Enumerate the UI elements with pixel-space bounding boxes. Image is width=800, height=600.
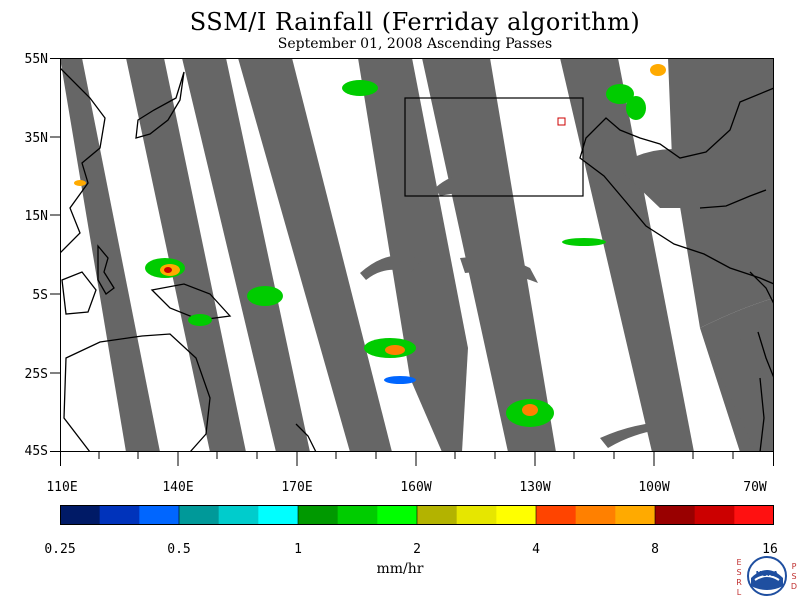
colorbar-units: mm/hr bbox=[376, 561, 424, 577]
rain-cell-11 bbox=[342, 80, 378, 96]
colorbar-swatch-11 bbox=[496, 505, 537, 525]
colorbar bbox=[60, 505, 774, 525]
y-axis-ticks bbox=[50, 58, 60, 452]
swath-gap-2 bbox=[126, 58, 246, 452]
lon-label-160w: 160W bbox=[400, 480, 432, 495]
marker-square bbox=[557, 117, 566, 126]
rain-cell-15 bbox=[74, 180, 86, 186]
swath-gap-12 bbox=[600, 421, 682, 448]
swath-gap-10 bbox=[460, 256, 538, 283]
swath-gap-11 bbox=[560, 58, 694, 452]
swath-gap-14 bbox=[616, 149, 710, 208]
swath-gap-1 bbox=[60, 58, 160, 452]
noaa-logo: NOAA bbox=[747, 556, 787, 596]
colorbar-swatch-10 bbox=[456, 505, 497, 525]
rain-cell-7 bbox=[385, 345, 405, 355]
swath-gap-6 bbox=[360, 255, 422, 280]
colorbar-label-6: 16 bbox=[762, 542, 778, 557]
swath-gap-9 bbox=[435, 173, 492, 198]
rainfall-map bbox=[60, 58, 774, 452]
colorbar-swatch-17 bbox=[734, 505, 774, 525]
lat-label-5s: 5S bbox=[32, 288, 48, 303]
lat-label-45s: 45S bbox=[24, 444, 48, 459]
coast-chile bbox=[759, 377, 765, 452]
rain-cell-3 bbox=[164, 267, 172, 273]
rain-cell-4 bbox=[188, 314, 212, 326]
coast-australia bbox=[63, 333, 211, 452]
map-title: SSM/I Rainfall (Ferriday algorithm) bbox=[189, 8, 641, 36]
lon-label-170e: 170E bbox=[281, 480, 313, 495]
colorbar-label-4: 4 bbox=[532, 542, 540, 557]
colorbar-swatch-8 bbox=[377, 505, 418, 525]
colorbar-label-3: 2 bbox=[413, 542, 421, 557]
colorbar-swatch-9 bbox=[417, 505, 458, 525]
lat-label-25s: 25S bbox=[24, 367, 48, 382]
rain-cell-14 bbox=[650, 64, 666, 76]
colorbar-swatch-4 bbox=[218, 505, 259, 525]
colorbar-swatch-12 bbox=[536, 505, 577, 525]
swath-gap-5 bbox=[358, 58, 468, 452]
lat-label-35n: 35N bbox=[24, 131, 48, 146]
colorbar-swatch-16 bbox=[694, 505, 735, 525]
lon-label-110e: 110E bbox=[46, 480, 78, 495]
lon-label-130w: 130W bbox=[519, 480, 551, 495]
colorbar-swatch-3 bbox=[179, 505, 220, 525]
analysis-region-box bbox=[404, 97, 584, 197]
colorbar-swatch-5 bbox=[258, 505, 299, 525]
coast-south-america bbox=[749, 271, 774, 305]
rain-cell-9 bbox=[522, 404, 538, 416]
coastlines bbox=[60, 67, 774, 452]
swath-gap-13 bbox=[668, 58, 774, 328]
lat-label-55n: 55N bbox=[24, 52, 48, 67]
coast-asia bbox=[60, 67, 106, 254]
colorbar-swatch-2 bbox=[139, 505, 180, 525]
coast-newguinea bbox=[150, 283, 232, 321]
colorbar-swatch-15 bbox=[655, 505, 696, 525]
lat-label-15n: 15N bbox=[24, 209, 48, 224]
colorbar-swatch-7 bbox=[337, 505, 378, 525]
colorbar-swatch-14 bbox=[615, 505, 656, 525]
colorbar-swatch-6 bbox=[298, 505, 339, 525]
lon-label-100w: 100W bbox=[638, 480, 670, 495]
rain-cell-5 bbox=[247, 286, 283, 306]
swath-gaps bbox=[60, 58, 774, 452]
lon-label-140e: 140E bbox=[162, 480, 194, 495]
noaa-emblem-text: NOAA bbox=[756, 570, 779, 578]
colorbar-swatch-1 bbox=[99, 505, 140, 525]
rain-cell-13 bbox=[626, 96, 646, 120]
lon-label-70w: 70W bbox=[743, 480, 767, 495]
swath-gap-3 bbox=[182, 58, 310, 452]
rain-cell-10 bbox=[562, 238, 606, 246]
map-subtitle: September 01, 2008 Ascending Passes bbox=[277, 36, 553, 52]
map-border bbox=[60, 58, 774, 452]
colorbar-label-2: 1 bbox=[294, 542, 302, 557]
coast-borneo bbox=[61, 271, 97, 315]
coast-peru bbox=[757, 331, 774, 379]
coast-caribbean bbox=[699, 189, 767, 209]
colorbar-label-0: 0.25 bbox=[44, 542, 76, 557]
swath-gap-4 bbox=[238, 58, 392, 452]
swath-gap-16 bbox=[712, 318, 774, 452]
colorbar-swatch-0 bbox=[60, 505, 101, 525]
x-axis-ticks bbox=[60, 452, 774, 466]
coast-north-america bbox=[579, 87, 774, 285]
colorbar-label-5: 8 bbox=[651, 542, 659, 557]
coast-japan bbox=[135, 71, 185, 139]
colorbar-swatch-13 bbox=[575, 505, 616, 525]
coast-philippines bbox=[97, 244, 115, 295]
rain-cell-16 bbox=[384, 376, 416, 384]
rain-cell-12 bbox=[606, 84, 634, 104]
swath-gap-7 bbox=[422, 58, 556, 452]
coast-newzealand bbox=[295, 423, 317, 452]
colorbar-label-1: 0.5 bbox=[167, 542, 191, 557]
rain-cells bbox=[74, 64, 666, 427]
